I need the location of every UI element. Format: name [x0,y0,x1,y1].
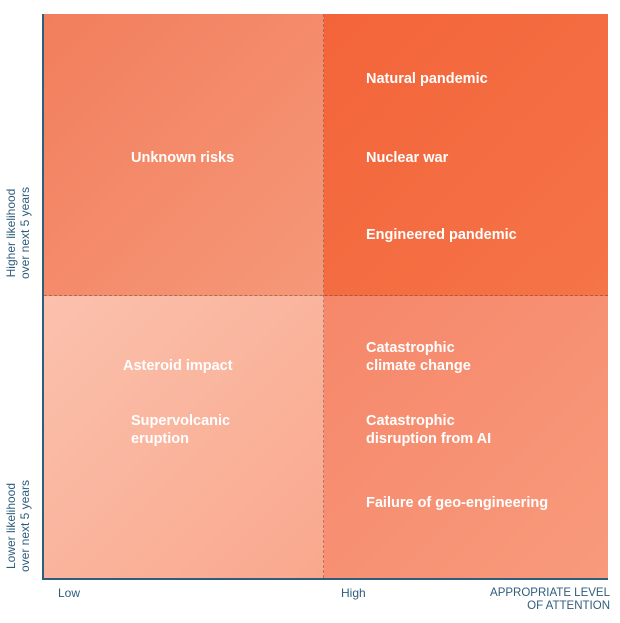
y-axis-high-label: Higher likelihood over next 5 years [4,186,32,280]
risk-unknown-risks: Unknown risks [131,150,235,166]
quadrant-low-likelihood-low-attention [44,296,324,578]
x-axis-title: APPROPRIATE LEVEL OF ATTENTION [490,587,610,612]
horizontal-divider [44,295,608,296]
risk-catastrophic-climate-change: Catastrophic climate change [366,340,471,374]
x-axis-low-label: Low [58,586,81,600]
quadrant-low-likelihood-high-attention [324,296,608,578]
risk-supervolcanic-eruption: Supervolcanic eruption [131,413,231,447]
risk-engineered-pandemic: Engineered pandemic [366,227,517,243]
risk-catastrophic-disruption-ai: Catastrophic disruption from AI [366,413,492,447]
risk-asteroid-impact: Asteroid impact [123,358,233,374]
x-axis-high-label: High [341,586,366,600]
quadrant-high-likelihood-low-attention [44,14,324,296]
vertical-divider [323,14,324,578]
quadrant-high-likelihood-high-attention [324,14,608,296]
risk-failure-geo-engineering: Failure of geo-engineering [366,495,549,511]
x-axis-line [42,578,608,580]
risk-nuclear-war: Nuclear war [366,150,449,166]
y-axis-low-label: Lower likelihood over next 5 years [4,479,32,573]
y-axis-line [42,14,44,580]
risk-natural-pandemic: Natural pandemic [366,71,488,87]
